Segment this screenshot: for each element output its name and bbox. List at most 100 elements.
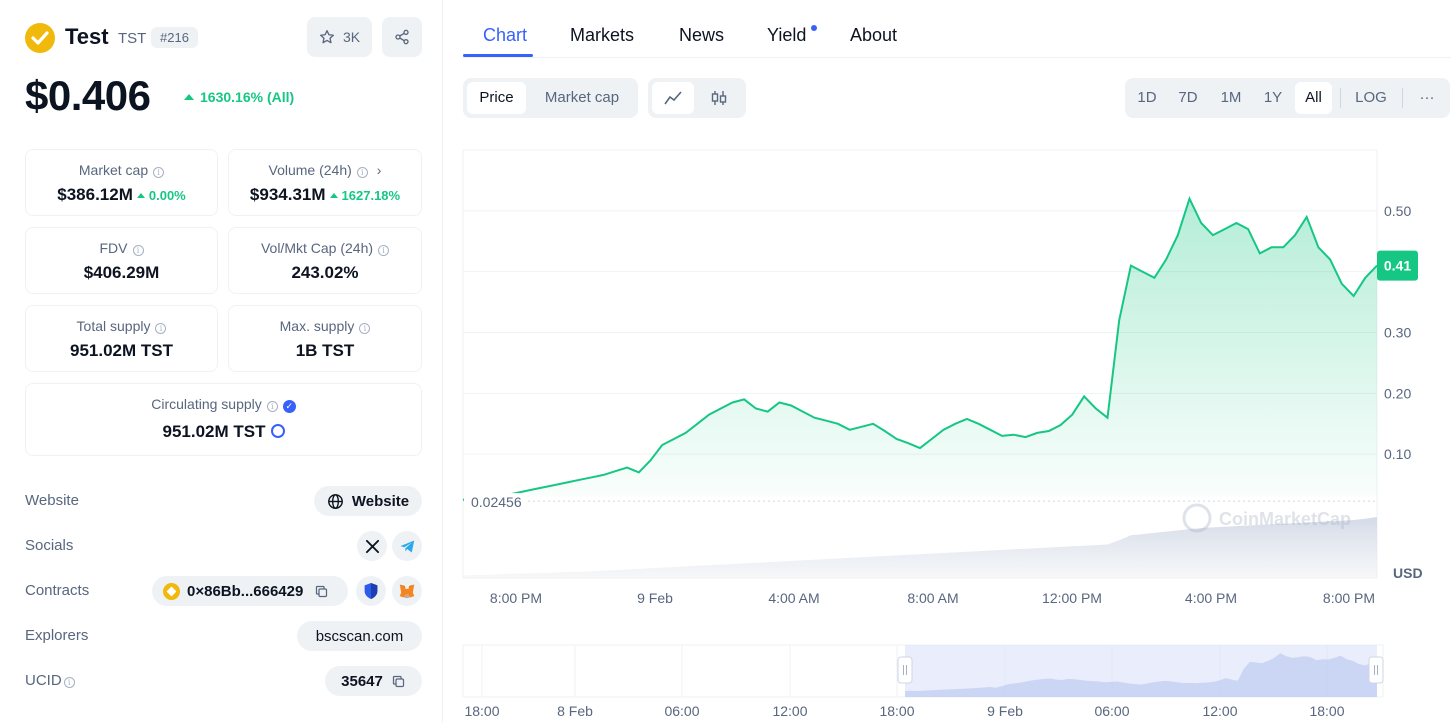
shield-icon (364, 583, 378, 599)
vol-mkt-cap-label: Vol/Mkt Cap (24h) (260, 240, 374, 256)
price-toggle-button[interactable]: Price (467, 82, 526, 114)
volume-label: Volume (24h) (268, 162, 352, 178)
watchlist-count: 3K (342, 29, 361, 45)
candlestick-chart-button[interactable] (698, 82, 740, 114)
contract-address-pill[interactable]: 0×86Bb...666429 (152, 576, 348, 606)
more-options-button[interactable]: ··· (1419, 89, 1435, 106)
coin-symbol: TST (118, 30, 147, 47)
up-arrow-icon (184, 94, 194, 100)
copy-icon[interactable] (391, 674, 406, 689)
volume-value: $934.31M (249, 185, 326, 204)
x-tick-label: 4:00 AM (768, 590, 819, 606)
tab-news[interactable]: News (679, 25, 725, 45)
telegram-icon (399, 539, 414, 553)
website-button-label: Website (351, 492, 410, 510)
currency-label: USD (1393, 565, 1423, 581)
bnb-chain-icon (163, 582, 180, 600)
x-tick-label: 12:00 PM (1042, 590, 1102, 606)
x-tick-label: 9 Feb (637, 590, 673, 606)
navigator-tick-label: 06:00 (664, 703, 699, 719)
fdv-card: FDV i $406.29M (25, 227, 218, 294)
tab-markets[interactable]: Markets (570, 25, 635, 45)
globe-icon (327, 493, 343, 509)
circulating-supply-label: Circulating supply (151, 396, 262, 412)
x-twitter-button[interactable] (357, 531, 387, 561)
coin-tabs: Chart Markets News Yield About (463, 0, 1451, 58)
y-tick-label: 0.30 (1384, 325, 1411, 341)
info-icon[interactable]: i (155, 323, 167, 334)
market-cap-change: 0.00% (148, 188, 186, 203)
navigator-handle[interactable] (1368, 656, 1384, 684)
explorers-label: Explorers (25, 627, 89, 644)
volume-change: 1627.18% (341, 188, 401, 203)
info-icon[interactable]: i (153, 167, 165, 178)
tab-about[interactable]: About (850, 25, 898, 45)
ucid-label: UCID (25, 672, 62, 689)
chevron-right-icon: › (376, 162, 382, 178)
x-tick-label: 8:00 AM (907, 590, 958, 606)
explorer-link[interactable]: bscscan.com (297, 621, 422, 651)
vol-mkt-cap-card: Vol/Mkt Cap (24h) i 243.02% (228, 227, 422, 294)
website-label: Website (25, 492, 79, 509)
active-tab-indicator (463, 54, 533, 57)
info-icon[interactable]: i (359, 323, 371, 334)
share-button[interactable] (382, 17, 422, 57)
watermark-text: CoinMarketCap (1219, 509, 1351, 529)
tab-yield[interactable]: Yield (767, 25, 807, 45)
y-tick-label: 0.50 (1384, 203, 1411, 219)
circulating-supply-value: 951.02M TST (162, 422, 266, 441)
volume-area (463, 517, 1377, 578)
market-cap-card: Market cap i $386.12M 0.00% (25, 149, 218, 216)
copy-icon[interactable] (314, 584, 329, 599)
info-icon[interactable]: i (356, 167, 368, 178)
range-1y-button[interactable]: 1Y (1263, 89, 1283, 106)
fdv-value: $406.29M (83, 263, 160, 282)
coin-logo-icon (25, 23, 55, 53)
progress-ring-icon (270, 424, 285, 438)
market-cap-label: Market cap (78, 162, 149, 178)
tab-chart[interactable]: Chart (483, 25, 528, 45)
y-tick-label: 0.10 (1384, 446, 1411, 462)
coin-name: Test (65, 24, 109, 49)
navigator-handle[interactable] (897, 656, 913, 684)
security-check-button[interactable] (356, 576, 386, 606)
volume-card[interactable]: Volume (24h) i › $934.31M 1627.18% (228, 149, 422, 216)
range-7d-button[interactable]: 7D (1178, 89, 1198, 106)
range-1m-button[interactable]: 1M (1220, 89, 1242, 106)
market-cap-toggle-button[interactable]: Market cap (544, 89, 620, 106)
navigator-mini-area (905, 653, 1377, 697)
metamask-button[interactable] (392, 576, 422, 606)
navigator-tick-label: 12:00 (772, 703, 807, 719)
ucid-pill[interactable]: 35647 (325, 666, 422, 696)
range-1d-button[interactable]: 1D (1137, 89, 1157, 106)
x-tick-label: 8:00 PM (1323, 590, 1375, 606)
navigator-tick-label: 18:00 (464, 703, 499, 719)
start-price-label: 0.02456 (471, 494, 522, 510)
range-all-button[interactable]: All (1295, 82, 1332, 114)
max-supply-value: 1B TST (295, 341, 355, 360)
fdv-label: FDV (99, 240, 128, 256)
ucid-value: 35647 (341, 672, 383, 690)
total-supply-label: Total supply (76, 318, 151, 334)
yield-new-dot (811, 25, 817, 31)
navigator-tick-label: 18:00 (879, 703, 914, 719)
coinmarketcap-logo-icon (1182, 503, 1212, 533)
star-icon (319, 30, 334, 44)
y-tick-label: 0.20 (1384, 385, 1411, 401)
navigator-tick-label: 06:00 (1094, 703, 1129, 719)
log-scale-button[interactable]: LOG (1355, 89, 1387, 106)
watchlist-button[interactable]: 3K (307, 17, 372, 57)
website-button[interactable]: Website (314, 486, 422, 516)
divider (1402, 88, 1403, 108)
line-chart-button[interactable] (652, 82, 694, 114)
info-icon[interactable]: i (266, 401, 278, 412)
telegram-button[interactable] (392, 531, 422, 561)
navigator-selection (905, 645, 1377, 697)
info-icon[interactable]: i (378, 245, 390, 256)
metamask-fox-icon (399, 584, 415, 599)
vol-mkt-cap-value: 243.02% (291, 263, 359, 282)
navigator (462, 644, 1384, 698)
info-icon[interactable]: i (63, 677, 75, 688)
line-chart-icon (664, 91, 682, 105)
info-icon[interactable]: i (132, 245, 144, 256)
